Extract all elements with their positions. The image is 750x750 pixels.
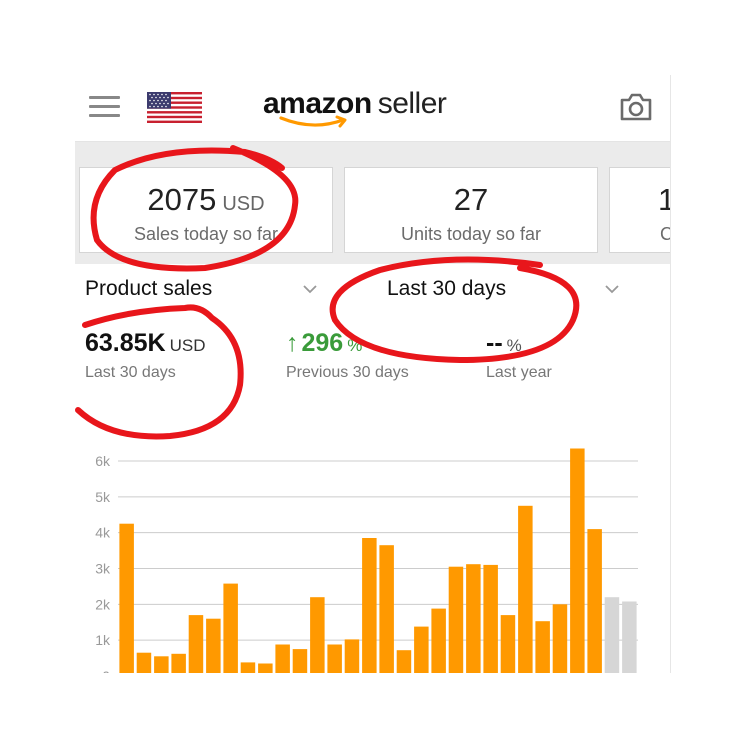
- total-sales-period-label: Last 30 days: [85, 364, 176, 381]
- screen-edge: [670, 75, 671, 673]
- sales-bar[interactable]: [240, 662, 256, 673]
- camera-icon[interactable]: [619, 92, 653, 122]
- last-year-label: Last year: [486, 364, 552, 381]
- period-dropdown[interactable]: Last 30 days: [375, 275, 625, 305]
- chart-selectors: Product sales Last 30 days: [75, 264, 671, 312]
- sales-bar[interactable]: [587, 529, 602, 673]
- sales-bar[interactable]: [466, 564, 481, 673]
- last-year-metric: --% Last year: [486, 329, 552, 382]
- sales-bar[interactable]: [362, 538, 377, 673]
- total-sales-unit: USD: [169, 336, 206, 355]
- metrics-row: 63.85K USD Last 30 days ↑ 296% Previous 30…: [75, 313, 671, 443]
- sales-bar[interactable]: [448, 566, 464, 673]
- chevron-down-icon: [605, 285, 619, 294]
- sales-today-unit: USD: [222, 193, 265, 215]
- y-tick-label: 1k: [95, 632, 111, 648]
- sales-today-card[interactable]: 2075 USD Sales today so far: [79, 167, 333, 253]
- sales-bar[interactable]: [119, 523, 134, 673]
- sales-bar[interactable]: [483, 564, 498, 673]
- sales-bar[interactable]: [188, 615, 204, 673]
- y-tick-label: 5k: [95, 489, 111, 505]
- sales-bar[interactable]: [292, 649, 308, 673]
- chevron-down-icon: [303, 285, 317, 294]
- y-tick-label: 6k: [95, 453, 111, 469]
- units-today-card[interactable]: 27 Units today so far: [344, 167, 598, 253]
- amazon-smile-icon: [279, 115, 347, 128]
- y-tick-label: 0: [102, 668, 110, 673]
- sales-bar[interactable]: [310, 597, 325, 673]
- amazon-seller-logo: amazon seller: [263, 87, 483, 128]
- previous-period-label: Previous 30 days: [286, 364, 409, 381]
- sales-bar[interactable]: [154, 656, 169, 673]
- sales-bar[interactable]: [552, 604, 568, 673]
- period-dropdown-label: Last 30 days: [387, 277, 507, 300]
- sales-today-value: 2075: [147, 182, 217, 217]
- total-sales-value: 63.85K: [85, 329, 166, 357]
- third-summary-card[interactable]: 1 C: [609, 167, 671, 253]
- last-year-change-value: --: [486, 329, 503, 357]
- partial-sales-bar[interactable]: [622, 601, 637, 674]
- previous-period-change-unit: %: [347, 336, 363, 355]
- y-tick-label: 2k: [95, 596, 111, 612]
- y-tick-label: 4k: [95, 525, 111, 541]
- hamburger-menu-icon[interactable]: [89, 96, 120, 118]
- sales-bar[interactable]: [570, 448, 585, 674]
- sales-bar[interactable]: [396, 650, 412, 673]
- last-year-change-unit: %: [506, 336, 522, 355]
- previous-period-metric: ↑ 296% Previous 30 days: [286, 329, 409, 382]
- sales-bar[interactable]: [171, 653, 186, 673]
- units-today-label: Units today so far: [400, 224, 542, 244]
- sales-bar[interactable]: [535, 621, 550, 673]
- sales-bar[interactable]: [275, 644, 290, 674]
- app-screen: amazon seller 2075 USD Sales today so far …: [75, 75, 671, 673]
- sales-bar[interactable]: [258, 663, 273, 674]
- sales-bar[interactable]: [223, 583, 238, 673]
- sales-bar[interactable]: [206, 618, 221, 673]
- sales-bar[interactable]: [414, 626, 429, 673]
- metric-dropdown[interactable]: Product sales: [85, 275, 325, 305]
- arrow-up-icon: ↑: [286, 329, 299, 357]
- third-card-label: C: [660, 224, 671, 244]
- y-tick-label: 3k: [95, 561, 111, 577]
- us-flag-icon[interactable]: [147, 92, 202, 123]
- sales-bar[interactable]: [518, 505, 533, 673]
- top-bar: amazon seller: [75, 75, 671, 142]
- metric-dropdown-label: Product sales: [85, 277, 213, 300]
- sales-bar[interactable]: [344, 639, 360, 673]
- sales-bar-chart: 0 1k 2k 3k 4k 5k 6k: [95, 448, 638, 674]
- third-card-value: 1: [658, 182, 671, 217]
- partial-sales-bar[interactable]: [604, 597, 620, 673]
- logo-suffix: seller: [377, 87, 447, 120]
- logo-brand: amazon: [263, 87, 372, 120]
- sales-bar[interactable]: [379, 545, 394, 673]
- sales-today-label: Sales today so far: [133, 224, 279, 244]
- sales-bar[interactable]: [431, 608, 446, 673]
- previous-period-change-value: 296: [301, 329, 344, 357]
- sales-bar[interactable]: [327, 644, 342, 674]
- summary-cards-row: 2075 USD Sales today so far 27 Units toda…: [75, 142, 671, 264]
- units-today-value: 27: [453, 182, 489, 217]
- sales-bar[interactable]: [136, 652, 152, 673]
- sales-bar[interactable]: [500, 615, 516, 673]
- total-sales-metric: 63.85K USD Last 30 days: [85, 329, 206, 382]
